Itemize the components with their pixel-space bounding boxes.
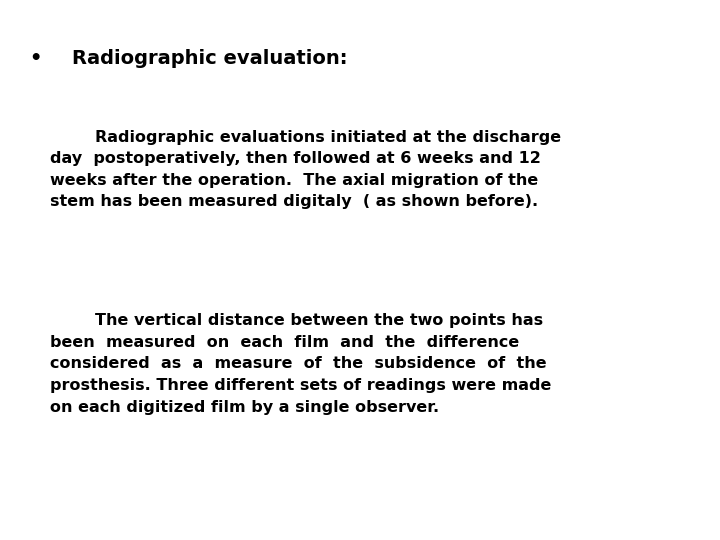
Text: The vertical distance between the two points has
been  measured  on  each  film : The vertical distance between the two po… xyxy=(50,313,552,415)
Text: Radiographic evaluation:: Radiographic evaluation: xyxy=(72,49,348,68)
Text: Radiographic evaluations initiated at the discharge
day  postoperatively, then f: Radiographic evaluations initiated at th… xyxy=(50,130,562,210)
Text: •: • xyxy=(29,49,41,68)
